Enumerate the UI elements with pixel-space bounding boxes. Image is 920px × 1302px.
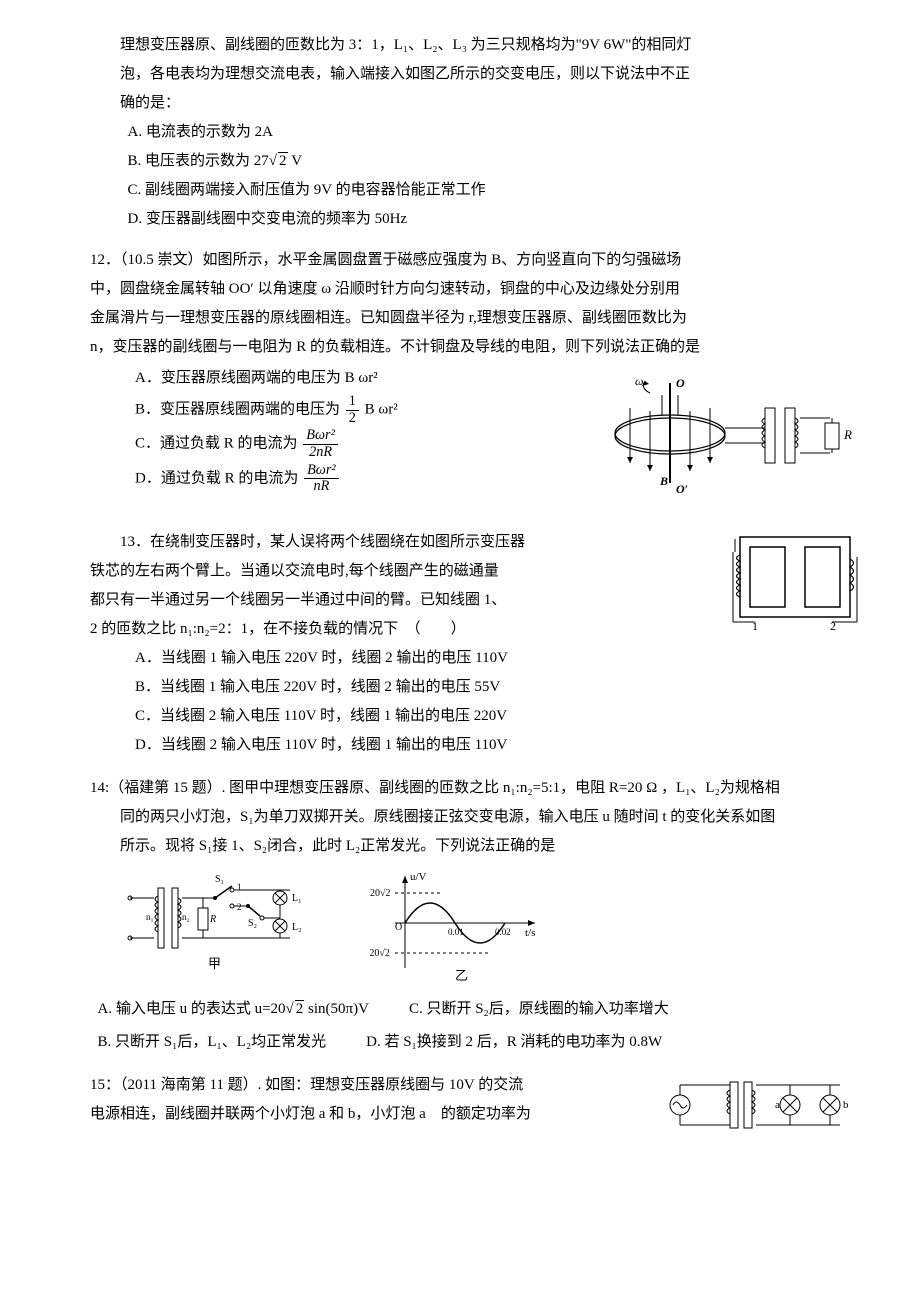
q14-circuit-figure: n₁ n₂ S₁ 1 2 R L₁ xyxy=(120,868,310,988)
q13-l2: 铁芯的左右两个臂上。当通以交流电时,每个线圈产生的磁通量 xyxy=(90,558,718,585)
q12-head: 12．（10.5 崇文）如图所示，水平金属圆盘置于磁感应强度为 B、方向竖直向下… xyxy=(90,247,860,274)
q14-l1: 14:（福建第 15 题）. 图甲中理想变压器原、副线圈的匝数之比 n₁:n₂=… xyxy=(90,775,860,802)
q14-l3: 所示。现将 S₁接 1、S₂闭合，此时 L₂正常发光。下列说法正确的是 xyxy=(90,833,860,860)
q13-l1: 13．在绕制变压器时，某人误将两个线圈绕在如图所示变压器 xyxy=(90,529,718,556)
q12-l3: 金属滑片与一理想变压器的原线圈相连。已知圆盘半径为 r,理想变压器原、副线圈匝数… xyxy=(90,305,860,332)
svg-text:20√2: 20√2 xyxy=(370,888,391,899)
svg-text:a: a xyxy=(775,1099,780,1111)
q14-graph-figure: u/V t/s O 20√2 -20√2 0.01 0.02 乙 xyxy=(370,868,550,988)
q12-opt-c: C．通过负载 R 的电流为 Bωr² 2nR xyxy=(90,428,588,460)
svg-text:S₁: S₁ xyxy=(215,874,224,885)
q14-opt-d: D. 若 S₁换接到 2 后，R 消耗的电功率为 0.8W xyxy=(366,1029,662,1056)
fraction: Bωr²nR xyxy=(304,463,339,495)
svg-text:u/V: u/V xyxy=(410,871,427,883)
q12-opt-b: B．变压器原线圈两端的电压为 12 B ωr² xyxy=(90,394,588,426)
q15-l1: 15：（2011 海南第 11 题）. 如图：理想变压器原线圈与 10V 的交流 xyxy=(90,1072,648,1099)
q14-opt-c: C. 只断开 S₂后，原线圈的输入功率增大 xyxy=(409,996,669,1023)
q11-stem-l2: 泡，各电表均为理想交流电表，输入端接入如图乙所示的交变电压，则以下说法中不正 xyxy=(90,61,860,88)
q11-opt-d: D. 变压器副线圈中交变电流的频率为 50Hz xyxy=(90,206,860,233)
q11-stem-l1: 理想变压器原、副线圈的匝数比为 3：1，L₁、L₂、L₃ 为三只规格均为"9V … xyxy=(90,32,860,59)
q12-l4: n，变压器的副线圈与一电阻为 R 的负载相连。不计铜盘及导线的电阻，则下列说法正… xyxy=(90,334,860,361)
den: nR xyxy=(304,479,339,495)
q12-optb-pre: B．变压器原线圈两端的电压为 xyxy=(135,402,340,418)
q11-opt-c: C. 副线圈两端接入耐压值为 9V 的电容器恰能正常工作 xyxy=(90,177,860,204)
q14-opta-post: sin(50π)V xyxy=(304,1001,369,1017)
q13-figure: 1 2 xyxy=(730,527,860,637)
q13-block: 13．在绕制变压器时，某人误将两个线圈绕在如图所示变压器 铁芯的左右两个臂上。当… xyxy=(90,527,860,761)
svg-text:O′: O′ xyxy=(676,482,688,496)
q14-block: 14:（福建第 15 题）. 图甲中理想变压器原、副线圈的匝数之比 n₁:n₂=… xyxy=(90,775,860,1056)
svg-text:O: O xyxy=(395,922,402,933)
fraction: 12 xyxy=(346,394,359,426)
q11-optb-sqrt: 2 xyxy=(278,152,288,169)
num: 1 xyxy=(346,394,359,411)
q13-opt-b: B．当线圈 1 输入电压 220V 时，线圈 2 输出的电压 55V xyxy=(90,674,718,701)
svg-text:0.01: 0.01 xyxy=(448,927,464,937)
svg-text:S₂: S₂ xyxy=(248,918,257,929)
q13-opt-d: D．当线圈 2 输入电压 110V 时，线圈 1 输出的电压 110V xyxy=(90,732,718,759)
q14-opta-sqrt: 2 xyxy=(295,1000,305,1017)
q15-l2: 电源相连，副线圈并联两个小灯泡 a 和 b，小灯泡 a 的额定功率为 xyxy=(90,1101,648,1128)
q12-opt-a: A．变压器原线圈两端的电压为 B ωr² xyxy=(90,365,588,392)
svg-text:1: 1 xyxy=(752,619,758,633)
q11-opt-b: B. 电压表的示数为 27 2 V xyxy=(90,148,860,175)
q14-l2: 同的两只小灯泡，S₁为单刀双掷开关。原线圈接正弦交变电源，输入电压 u 随时间 … xyxy=(90,804,860,831)
svg-text:n₁: n₁ xyxy=(146,912,154,922)
q11-opt-a: A. 电流表的示数为 2A xyxy=(90,119,860,146)
num: Bωr² xyxy=(307,462,336,478)
svg-text:甲: 甲 xyxy=(208,956,221,971)
q14-opt-a: A. 输入电压 u 的表达式 u=20 2 sin(50π)V xyxy=(98,996,369,1023)
sqrt-sign xyxy=(269,153,277,169)
den: 2 xyxy=(346,411,359,427)
q12-opt-d: D．通过负载 R 的电流为 Bωr²nR xyxy=(90,463,588,495)
svg-text:t/s: t/s xyxy=(525,927,535,939)
q13-opt-a: A．当线圈 1 输入电压 220V 时，线圈 2 输出的电压 110V xyxy=(90,645,718,672)
q14-figures: n₁ n₂ S₁ 1 2 R L₁ xyxy=(120,868,860,988)
q12-optd-pre: D．通过负载 R 的电流为 xyxy=(135,470,298,486)
q12-optb-post: B ωr² xyxy=(365,402,398,418)
fraction: Bωr² 2nR xyxy=(303,428,338,460)
q12-opta-text: A．变压器原线圈两端的电压为 B ωr² xyxy=(135,370,378,386)
q12-figure: O O′ ω B xyxy=(600,363,860,513)
q14-opta-pre: A. 输入电压 u 的表达式 u=20 xyxy=(98,1001,286,1017)
q11-optb-post: V xyxy=(288,153,303,169)
q14-opt-b: B. 只断开 S₁后，L₁、L₂均正常发光 xyxy=(98,1029,327,1056)
q12-block: 12．（10.5 崇文）如图所示，水平金属圆盘置于磁感应强度为 B、方向竖直向下… xyxy=(90,247,860,513)
svg-text:R: R xyxy=(843,427,852,442)
q15-figure: a b xyxy=(660,1070,860,1140)
q11-block: 理想变压器原、副线圈的匝数比为 3：1，L₁、L₂、L₃ 为三只规格均为"9V … xyxy=(90,32,860,233)
svg-text:2: 2 xyxy=(830,619,836,633)
den: 2nR xyxy=(303,445,338,461)
q11-stem-l3: 确的是： xyxy=(90,90,860,117)
svg-text:0.02: 0.02 xyxy=(495,927,511,937)
q11-optb-pre: B. 电压表的示数为 27 xyxy=(128,153,269,169)
q12-l2: 中，圆盘绕金属转轴 OO′ 以角速度 ω 沿顺时针方向匀速转动，铜盘的中心及边缘… xyxy=(90,276,860,303)
svg-text:L₂: L₂ xyxy=(292,922,302,933)
svg-text:B: B xyxy=(659,474,668,488)
q12-optc-pre: C．通过负载 R 的电流为 xyxy=(135,436,298,452)
svg-text:b: b xyxy=(843,1099,849,1111)
num: Bωr² xyxy=(306,427,335,443)
svg-text:ω: ω xyxy=(635,374,643,388)
svg-text:n₂: n₂ xyxy=(182,912,190,922)
sqrt-sign xyxy=(286,1001,294,1017)
svg-text:乙: 乙 xyxy=(455,968,468,983)
q13-l4: 2 的匝数之比 n₁:n₂=2：1，在不接负载的情况下 （ ） xyxy=(90,616,718,643)
svg-text:-20√2: -20√2 xyxy=(370,948,390,959)
svg-text:2: 2 xyxy=(237,902,242,912)
svg-text:R: R xyxy=(209,914,216,925)
svg-text:O: O xyxy=(676,376,685,390)
svg-text:L₁: L₁ xyxy=(292,893,302,904)
q13-opt-c: C．当线圈 2 输入电压 110V 时，线圈 1 输出的电压 220V xyxy=(90,703,718,730)
q15-block: 15：（2011 海南第 11 题）. 如图：理想变压器原线圈与 10V 的交流… xyxy=(90,1070,860,1140)
q13-l3: 都只有一半通过另一个线圈另一半通过中间的臂。已知线圈 1、 xyxy=(90,587,718,614)
